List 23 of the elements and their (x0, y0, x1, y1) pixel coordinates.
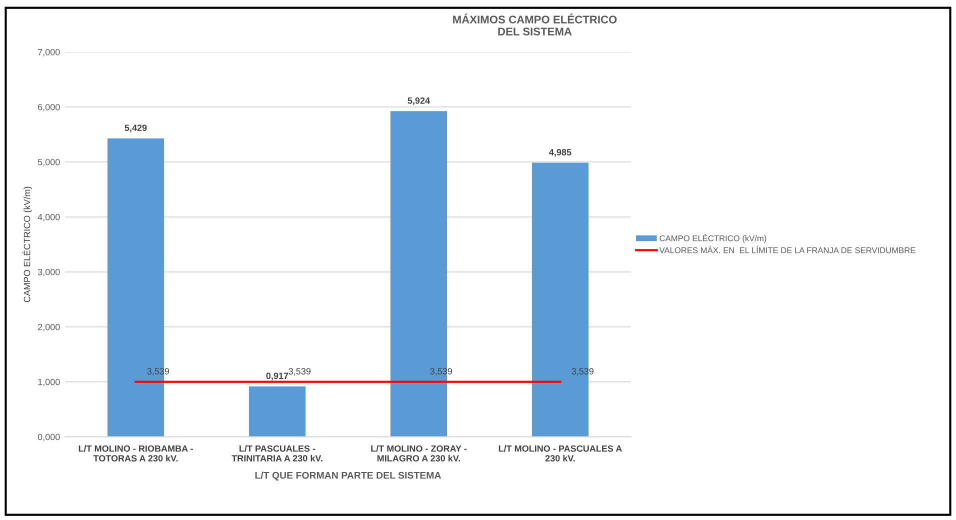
legend-label: VALORES MÁX. EN EL LÍMITE DE LA FRANJA DE SERVIDUMBRE (659, 246, 916, 254)
y-tick-label: 7,000 (38, 48, 60, 56)
x-tick-label: L/T MOLINO - ZORAY - MILAGRO A 230 kV. (371, 445, 467, 462)
x-tick-label: L/T PASCUALES - TRINITARIA A 230 kV. (232, 445, 322, 462)
data-label: 5,429 (124, 124, 147, 132)
chart-title: MÁXIMOS CAMPO ELÉCTRICO DEL SISTEMA (453, 14, 617, 36)
y-tick-label: 5,000 (38, 158, 60, 166)
y-tick-label: 6,000 (38, 104, 60, 112)
bar (248, 386, 306, 437)
y-tick-label: 1,000 (38, 378, 60, 386)
data-label: 5,924 (408, 97, 430, 106)
legend-label: CAMPO ELÉCTRICO (kV/m) (660, 234, 766, 243)
x-tick-label: L/T MOLINO - PASCUALES A 230 kV. (498, 445, 622, 462)
y-axis-title: CAMPO ELÉCTRICO (kV/m) (22, 186, 32, 302)
x-tick-label: L/T MOLINO - RIOBAMBA - TOTORAS A 230 kV. (78, 445, 193, 462)
x-axis-title: L/T QUE FORMAN PARTE DEL SISTEMA (255, 472, 441, 481)
y-tick-label: 4,000 (38, 214, 60, 222)
y-tick-label: 2,000 (38, 324, 60, 332)
y-tick-label: 0,000 (38, 434, 60, 442)
data-label: 4,985 (549, 149, 572, 157)
data-label: 0,917 (266, 372, 288, 380)
y-tick-label: 3,000 (38, 268, 60, 276)
annotation: 3,539 (288, 368, 311, 376)
